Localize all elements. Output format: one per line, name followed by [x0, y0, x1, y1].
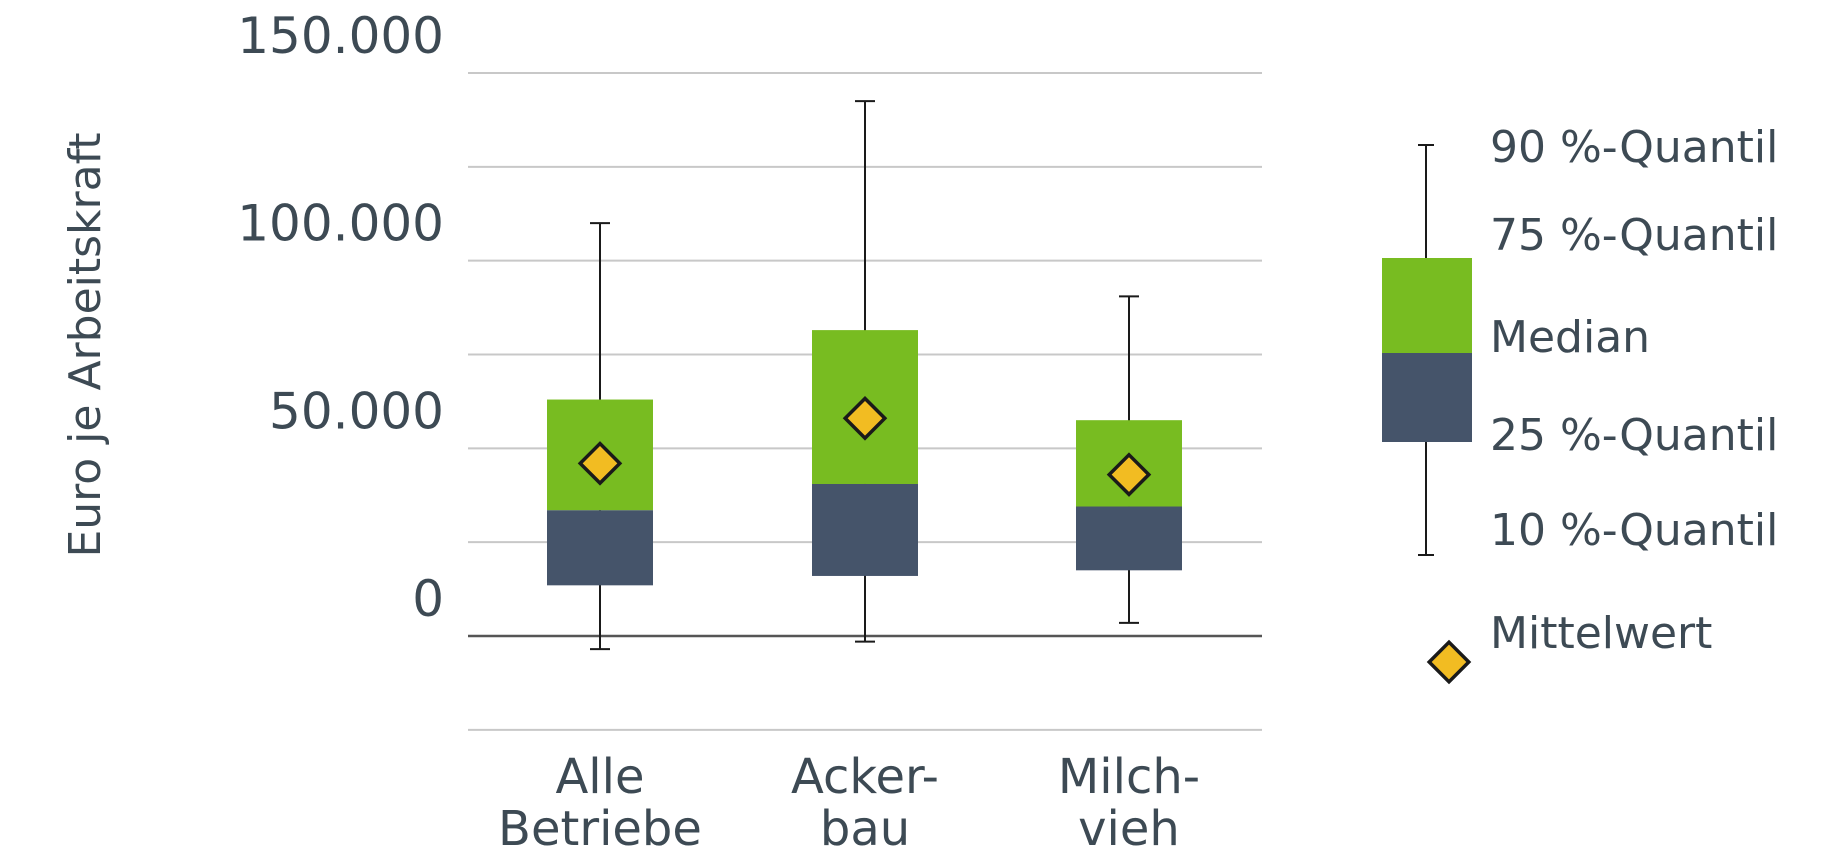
- legend-label-q25: 25 %-Quantil: [1490, 410, 1778, 461]
- box-lower: [1076, 506, 1182, 571]
- y-axis-title: Euro je Arbeitskraft: [60, 132, 111, 557]
- y-tick-label: 50.000: [269, 382, 444, 440]
- boxes: [547, 100, 1182, 651]
- category-label: bau: [820, 801, 910, 855]
- box-group: [812, 100, 918, 643]
- category-label: Acker-: [791, 749, 939, 805]
- category-label: vieh: [1078, 801, 1180, 855]
- legend-label-q75: 75 %-Quantil: [1490, 210, 1778, 261]
- y-tick-label: 100.000: [237, 195, 444, 253]
- y-tick-label: 150.000: [237, 7, 444, 65]
- y-tick-label: 0: [412, 570, 444, 628]
- box-lower: [547, 510, 653, 586]
- y-tick-labels: 150.000 100.000 50.000 0: [237, 7, 444, 628]
- legend-label-mean: Mittelwert: [1490, 608, 1712, 659]
- legend-label-median: Median: [1490, 312, 1650, 363]
- legend-lower-box: [1382, 353, 1472, 442]
- legend: 90 %-Quantil 75 %-Quantil Median 25 %-Qu…: [1382, 122, 1778, 685]
- category-label: Alle: [555, 749, 644, 805]
- mean-marker: [577, 441, 623, 486]
- box-group: [1076, 295, 1182, 624]
- box-group: [547, 222, 653, 651]
- category-label: Betriebe: [498, 801, 702, 855]
- mean-marker: [1106, 452, 1152, 497]
- box-lower: [812, 483, 918, 576]
- legend-label-q10: 10 %-Quantil: [1490, 505, 1778, 556]
- category-label: Milch-: [1058, 749, 1200, 805]
- mean-marker: [842, 396, 888, 441]
- legend-label-q90: 90 %-Quantil: [1490, 122, 1778, 173]
- legend-mean-marker: [1426, 639, 1472, 685]
- legend-upper-box: [1382, 258, 1472, 353]
